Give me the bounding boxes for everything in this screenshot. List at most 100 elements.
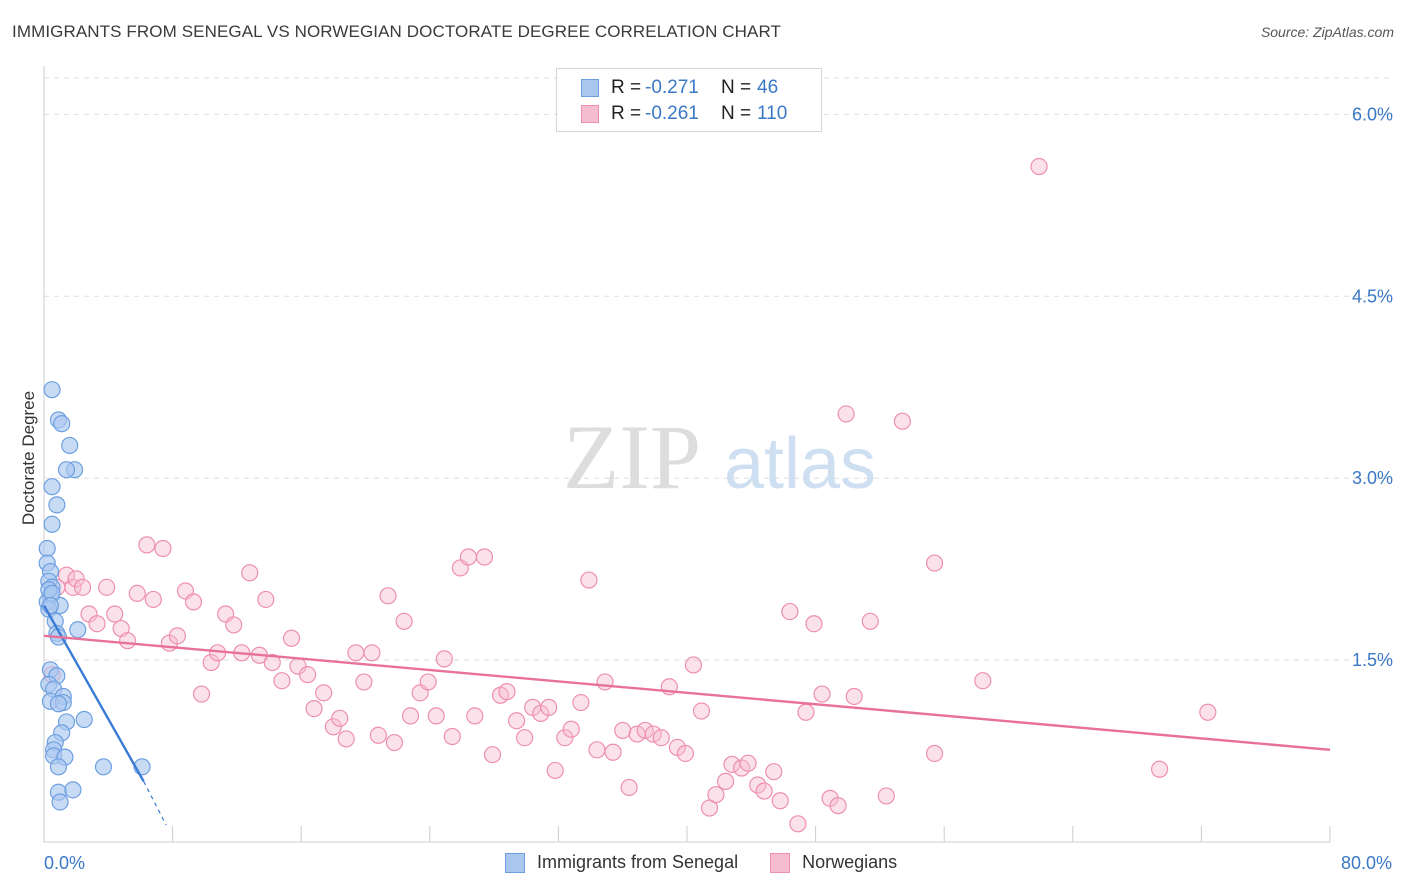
data-point <box>739 754 757 772</box>
data-point <box>369 726 387 744</box>
data-point <box>363 644 381 662</box>
legend-item-senegal[interactable]: Immigrants from Senegal <box>505 852 738 873</box>
data-point <box>324 718 342 736</box>
data-point <box>282 629 301 647</box>
data-point <box>192 685 211 703</box>
legend-r-value: -0.271 <box>645 77 699 98</box>
legend-label-norwegians: Norwegians <box>802 852 898 872</box>
data-point <box>676 744 694 763</box>
legend-row-norwegians: R = -0.261 N = 110 <box>557 101 787 127</box>
data-point <box>385 733 404 752</box>
data-point <box>67 570 85 588</box>
trend-line <box>42 604 145 782</box>
data-point <box>154 539 172 558</box>
data-point <box>305 700 323 718</box>
data-point <box>138 536 156 554</box>
data-point <box>707 786 725 804</box>
data-point <box>337 730 355 748</box>
data-point <box>419 673 437 691</box>
data-point <box>845 687 863 706</box>
data-point <box>749 776 767 794</box>
data-point <box>43 515 61 533</box>
data-point <box>1199 703 1217 721</box>
data-point <box>64 781 82 799</box>
legend-item-norwegians[interactable]: Norwegians <box>770 852 897 873</box>
data-point <box>620 778 638 797</box>
legend-n-label: N = <box>721 103 752 124</box>
data-point <box>315 684 333 702</box>
data-point <box>755 782 773 800</box>
source-label: Source: ZipAtlas.com <box>1260 24 1394 40</box>
data-point <box>69 621 87 639</box>
data-point <box>61 436 79 455</box>
legend-label-senegal: Immigrants from Senegal <box>537 852 739 872</box>
data-point <box>98 578 116 596</box>
data-point <box>355 673 373 691</box>
data-point <box>331 709 349 727</box>
y-tick-label: 1.5% <box>1352 650 1393 670</box>
data-point <box>797 703 815 721</box>
series-legend: Immigrants from Senegal Norwegians <box>505 852 929 873</box>
correlation-legend: R = -0.271 N = 46 R = -0.261 N = 110 <box>556 68 822 132</box>
data-point <box>588 741 606 759</box>
data-point <box>435 650 453 668</box>
legend-row-senegal: R = -0.271 N = 46 <box>557 75 778 101</box>
data-point <box>692 702 711 720</box>
data-point <box>789 815 807 833</box>
data-point <box>580 571 598 589</box>
trend-line-extension <box>143 781 167 826</box>
data-point <box>443 727 461 746</box>
series-senegal <box>38 381 151 811</box>
legend-n-label: N = <box>721 77 752 98</box>
data-point <box>604 743 622 761</box>
data-point <box>925 744 944 763</box>
data-point <box>466 707 484 725</box>
data-point <box>118 632 137 650</box>
legend-swatch-blue <box>505 852 525 873</box>
data-point <box>347 644 365 662</box>
data-point <box>498 683 516 701</box>
watermark-atlas: atlas <box>724 424 876 504</box>
data-point <box>644 725 662 743</box>
data-point <box>48 496 66 514</box>
y-tick-label: 4.5% <box>1352 286 1393 306</box>
data-point <box>562 720 580 738</box>
trend-line <box>43 634 1331 752</box>
data-point <box>202 653 220 672</box>
legend-r-label: R = <box>611 103 642 124</box>
data-point <box>877 787 895 805</box>
data-point <box>401 707 420 725</box>
data-point <box>1030 157 1048 176</box>
data-point <box>168 627 187 645</box>
data-point <box>43 478 61 496</box>
data-point <box>716 772 735 790</box>
data-point <box>144 590 162 609</box>
data-point <box>49 695 68 713</box>
legend-r-value: -0.261 <box>645 103 699 124</box>
data-point <box>379 587 397 605</box>
data-point <box>273 672 291 690</box>
data-point <box>540 698 558 716</box>
data-point <box>829 797 847 815</box>
data-point <box>614 721 632 740</box>
data-point <box>427 707 445 725</box>
data-point <box>73 578 92 596</box>
x-tick-label: 0.0% <box>44 853 85 873</box>
data-point <box>837 405 855 423</box>
y-axis-label: Doctorate Degree <box>19 391 38 525</box>
data-point <box>781 602 799 621</box>
trend-lines <box>42 604 1331 826</box>
data-point <box>49 758 68 776</box>
legend-n-value: 110 <box>757 103 788 124</box>
legend-swatch-pink <box>581 105 599 123</box>
data-point <box>974 672 992 690</box>
data-point <box>106 605 124 623</box>
data-point <box>684 656 703 674</box>
data-point <box>596 673 614 691</box>
axes <box>43 66 1331 843</box>
data-point <box>88 615 106 633</box>
data-point <box>263 653 281 672</box>
legend-n-value: 46 <box>757 77 779 98</box>
tick-labels: 1.5% 3.0% 4.5% 6.0% 0.0% 80.0% <box>44 104 1393 873</box>
